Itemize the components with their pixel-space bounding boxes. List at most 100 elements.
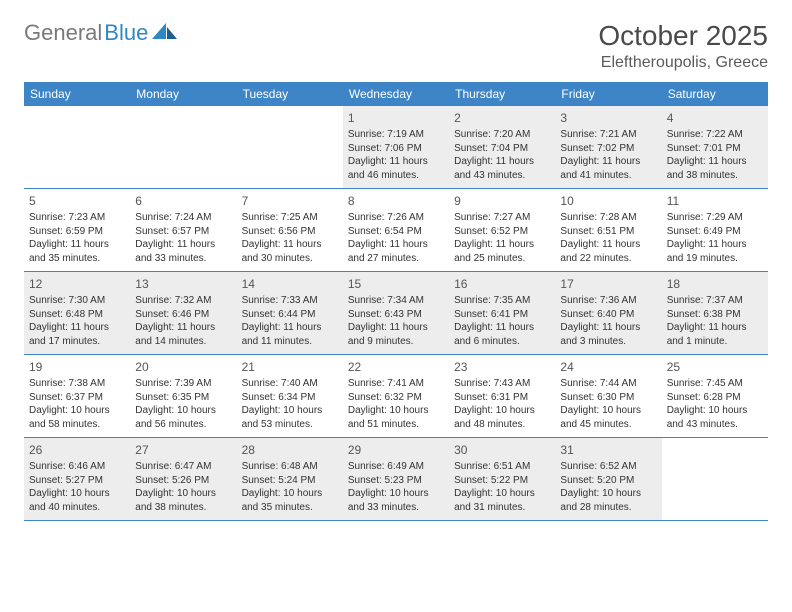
day-cell: 6Sunrise: 7:24 AMSunset: 6:57 PMDaylight…: [130, 189, 236, 271]
sunset-text: Sunset: 6:34 PM: [242, 391, 338, 405]
day-number: 12: [29, 276, 125, 292]
day-number: 22: [348, 359, 444, 375]
day-cell: 18Sunrise: 7:37 AMSunset: 6:38 PMDayligh…: [662, 272, 768, 354]
day-number: 11: [667, 193, 763, 209]
sunrise-text: Sunrise: 7:33 AM: [242, 294, 338, 308]
day-cell: 29Sunrise: 6:49 AMSunset: 5:23 PMDayligh…: [343, 438, 449, 520]
sunrise-text: Sunrise: 6:48 AM: [242, 460, 338, 474]
day-cell: 10Sunrise: 7:28 AMSunset: 6:51 PMDayligh…: [555, 189, 661, 271]
sunset-text: Sunset: 5:23 PM: [348, 474, 444, 488]
weekday-header-row: SundayMondayTuesdayWednesdayThursdayFrid…: [24, 82, 768, 106]
daylight-text: Daylight: 11 hours and 41 minutes.: [560, 155, 656, 182]
daylight-text: Daylight: 10 hours and 35 minutes.: [242, 487, 338, 514]
day-number: 1: [348, 110, 444, 126]
day-number: 24: [560, 359, 656, 375]
sunrise-text: Sunrise: 7:39 AM: [135, 377, 231, 391]
week-row: 1Sunrise: 7:19 AMSunset: 7:06 PMDaylight…: [24, 106, 768, 189]
day-cell: 19Sunrise: 7:38 AMSunset: 6:37 PMDayligh…: [24, 355, 130, 437]
sunset-text: Sunset: 6:32 PM: [348, 391, 444, 405]
weekday-header: Sunday: [24, 82, 130, 106]
week-row: 12 Sunrise: 7:30 AMSunset: 6:48 PMDayligh…: [24, 272, 768, 355]
day-number: 19: [29, 359, 125, 375]
day-cell: 7Sunrise: 7:25 AMSunset: 6:56 PMDaylight…: [237, 189, 343, 271]
daylight-text: Daylight: 10 hours and 40 minutes.: [29, 487, 125, 514]
sunset-text: Sunset: 6:38 PM: [667, 308, 763, 322]
day-cell: 9Sunrise: 7:27 AMSunset: 6:52 PMDaylight…: [449, 189, 555, 271]
weekday-header: Friday: [555, 82, 661, 106]
day-number: 4: [667, 110, 763, 126]
day-number: 26: [29, 442, 125, 458]
weekday-header: Wednesday: [343, 82, 449, 106]
day-number: 23: [454, 359, 550, 375]
month-title: October 2025: [598, 20, 768, 52]
day-cell: 26Sunrise: 6:46 AMSunset: 5:27 PMDayligh…: [24, 438, 130, 520]
daylight-text: Daylight: 10 hours and 38 minutes.: [135, 487, 231, 514]
day-cell-empty: [237, 106, 343, 188]
day-cell: 15Sunrise: 7:34 AMSunset: 6:43 PMDayligh…: [343, 272, 449, 354]
day-cell: 14Sunrise: 7:33 AMSunset: 6:44 PMDayligh…: [237, 272, 343, 354]
day-cell: 8Sunrise: 7:26 AMSunset: 6:54 PMDaylight…: [343, 189, 449, 271]
day-number: 9: [454, 193, 550, 209]
sunset-text: Sunset: 7:02 PM: [560, 142, 656, 156]
sunrise-text: Sunrise: 7:34 AM: [348, 294, 444, 308]
sunrise-text: Sunrise: 7:24 AM: [135, 211, 231, 225]
day-number: 21: [242, 359, 338, 375]
sunrise-text: Sunrise: 7:40 AM: [242, 377, 338, 391]
weeks-container: 1Sunrise: 7:19 AMSunset: 7:06 PMDaylight…: [24, 106, 768, 521]
day-cell-empty: [24, 106, 130, 188]
weekday-header: Monday: [130, 82, 236, 106]
day-number: 17: [560, 276, 656, 292]
day-cell: 27Sunrise: 6:47 AMSunset: 5:26 PMDayligh…: [130, 438, 236, 520]
day-cell: 17Sunrise: 7:36 AMSunset: 6:40 PMDayligh…: [555, 272, 661, 354]
sunset-text: Sunset: 6:41 PM: [454, 308, 550, 322]
header: GeneralBlue October 2025 Eleftheroupolis…: [24, 20, 768, 72]
sunset-text: Sunset: 6:48 PM: [29, 308, 125, 322]
sunset-text: Sunset: 6:31 PM: [454, 391, 550, 405]
sunrise-text: Sunrise: 6:51 AM: [454, 460, 550, 474]
sunrise-text: Sunrise: 7:30 AM: [29, 294, 125, 308]
sunset-text: Sunset: 6:44 PM: [242, 308, 338, 322]
day-cell: 12 Sunrise: 7:30 AMSunset: 6:48 PMDayligh…: [24, 272, 130, 354]
sunset-text: Sunset: 6:35 PM: [135, 391, 231, 405]
daylight-text: Daylight: 11 hours and 30 minutes.: [242, 238, 338, 265]
day-cell: 1Sunrise: 7:19 AMSunset: 7:06 PMDaylight…: [343, 106, 449, 188]
sunrise-text: Sunrise: 7:22 AM: [667, 128, 763, 142]
day-number: 6: [135, 193, 231, 209]
sunset-text: Sunset: 6:46 PM: [135, 308, 231, 322]
daylight-text: Daylight: 11 hours and 22 minutes.: [560, 238, 656, 265]
sunset-text: Sunset: 6:54 PM: [348, 225, 444, 239]
sunrise-text: Sunrise: 7:45 AM: [667, 377, 763, 391]
week-row: 5Sunrise: 7:23 AMSunset: 6:59 PMDaylight…: [24, 189, 768, 272]
daylight-text: Daylight: 10 hours and 48 minutes.: [454, 404, 550, 431]
sunset-text: Sunset: 7:04 PM: [454, 142, 550, 156]
day-number: 31: [560, 442, 656, 458]
daylight-text: Daylight: 11 hours and 35 minutes.: [29, 238, 125, 265]
day-cell: 22Sunrise: 7:41 AMSunset: 6:32 PMDayligh…: [343, 355, 449, 437]
sunrise-text: Sunrise: 7:20 AM: [454, 128, 550, 142]
sunrise-text: Sunrise: 7:28 AM: [560, 211, 656, 225]
daylight-text: Daylight: 10 hours and 53 minutes.: [242, 404, 338, 431]
day-cell: 20Sunrise: 7:39 AMSunset: 6:35 PMDayligh…: [130, 355, 236, 437]
day-number: 5: [29, 193, 125, 209]
sunrise-text: Sunrise: 7:43 AM: [454, 377, 550, 391]
title-block: October 2025 Eleftheroupolis, Greece: [598, 20, 768, 72]
day-cell: 5Sunrise: 7:23 AMSunset: 6:59 PMDaylight…: [24, 189, 130, 271]
sunrise-text: Sunrise: 7:37 AM: [667, 294, 763, 308]
sunrise-text: Sunrise: 7:38 AM: [29, 377, 125, 391]
logo-text-blue: Blue: [104, 20, 148, 46]
day-cell: 28Sunrise: 6:48 AMSunset: 5:24 PMDayligh…: [237, 438, 343, 520]
sunset-text: Sunset: 6:40 PM: [560, 308, 656, 322]
day-number: 13: [135, 276, 231, 292]
sunset-text: Sunset: 6:30 PM: [560, 391, 656, 405]
day-cell: 23 Sunrise: 7:43 AMSunset: 6:31 PMDayligh…: [449, 355, 555, 437]
sunset-text: Sunset: 6:59 PM: [29, 225, 125, 239]
sunrise-text: Sunrise: 7:44 AM: [560, 377, 656, 391]
logo-sail-icon: [152, 21, 178, 46]
day-number: 7: [242, 193, 338, 209]
daylight-text: Daylight: 11 hours and 17 minutes.: [29, 321, 125, 348]
sunset-text: Sunset: 5:26 PM: [135, 474, 231, 488]
weekday-header: Saturday: [662, 82, 768, 106]
day-number: 18: [667, 276, 763, 292]
sunset-text: Sunset: 5:22 PM: [454, 474, 550, 488]
daylight-text: Daylight: 11 hours and 27 minutes.: [348, 238, 444, 265]
